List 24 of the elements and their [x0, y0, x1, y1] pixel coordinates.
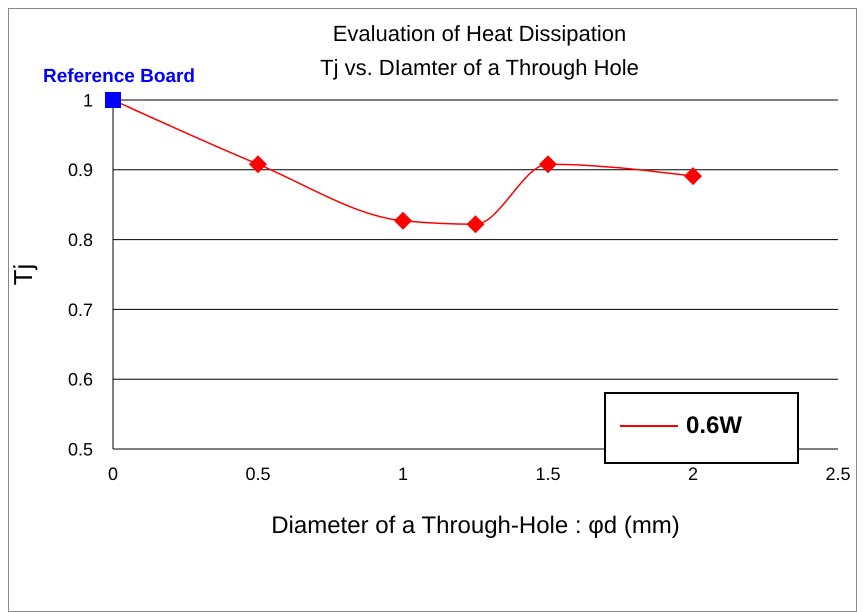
annotation: Reference Board — [42, 66, 196, 87]
x-tick-label: 0.5 — [245, 464, 271, 484]
point — [105, 92, 121, 108]
point — [539, 155, 557, 174]
legend-label: 0.6W — [686, 412, 742, 440]
y-tick-label: 1 — [82, 90, 93, 110]
point — [249, 155, 267, 174]
x-tick-label: 2 — [688, 464, 698, 484]
x-tick-label: 0 — [108, 464, 118, 484]
x-tick-label: 1.5 — [535, 464, 561, 484]
point — [466, 215, 484, 234]
y-tick-label: 0.5 — [68, 439, 93, 460]
x-tick-label: 2.5 — [825, 464, 851, 484]
y-tick-label: 0.9 — [68, 160, 93, 180]
chart-subtitle: Tj vs. DIamter of a Through Hole — [320, 55, 639, 80]
x-axis-title: Diameter of a Through-Hole : φd (mm) — [271, 512, 680, 539]
y-tick-label: 0.8 — [68, 230, 93, 250]
x-tick-label: 1 — [398, 464, 408, 484]
y-tick-label: 0.6 — [68, 370, 93, 390]
point — [684, 167, 702, 186]
y-axis-title: Tj — [8, 264, 38, 286]
chart-title: Evaluation of Heat Dissipation — [332, 21, 628, 47]
point — [394, 212, 412, 230]
y-tick-label: 0.7 — [68, 300, 93, 320]
